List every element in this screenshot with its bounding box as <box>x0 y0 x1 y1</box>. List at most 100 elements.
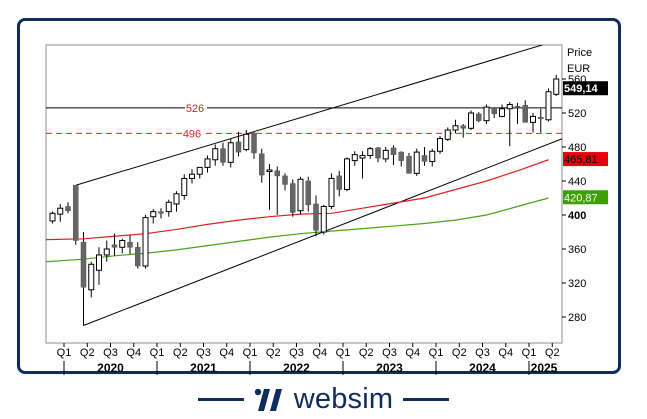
candle <box>204 155 211 173</box>
candle <box>57 203 64 222</box>
candle <box>375 147 381 163</box>
x-quarter-label: Q2 <box>452 347 467 359</box>
candle <box>103 240 110 262</box>
candle <box>165 199 172 217</box>
x-quarter-label: Q2 <box>80 347 95 359</box>
x-quarter-label: Q2 <box>266 347 281 359</box>
candle <box>313 195 319 237</box>
candle <box>413 148 420 176</box>
x-quarter-label: Q3 <box>382 347 397 359</box>
plot-area <box>45 44 563 344</box>
candle <box>227 138 234 168</box>
candle <box>243 130 250 152</box>
value-tag: 549,14 <box>563 81 608 96</box>
candle <box>235 131 242 157</box>
candle <box>468 110 474 130</box>
candle <box>382 147 389 163</box>
x-quarter-label: Q4 <box>405 347 420 359</box>
y-tick-label: 520 <box>568 108 586 120</box>
y-tick-label: 280 <box>568 312 586 324</box>
y-tick-label: 480 <box>568 142 586 154</box>
candle <box>266 164 273 210</box>
candle <box>305 176 311 212</box>
candle <box>398 151 404 167</box>
candle <box>506 101 513 147</box>
candle <box>173 191 180 212</box>
candle <box>189 169 195 184</box>
x-axis: Q1 Q2 Q3 Q4 Q1 Q2 Q3 Q4 Q1 Q2 Q3 Q4 Q1 Q2 Q3 Q4 Q1 Q2 Q3 Q4… <box>57 343 560 375</box>
websim-logo-icon <box>254 388 282 411</box>
candle <box>212 144 219 166</box>
candle <box>452 119 459 134</box>
x-quarter-label: Q3 <box>196 347 211 359</box>
footer-brand: websim <box>0 380 647 419</box>
candle <box>351 151 358 166</box>
x-quarter-label: Q4 <box>312 347 327 359</box>
candle <box>196 166 203 179</box>
level-label: 526 <box>186 103 204 115</box>
x-quarter-label: Q1 <box>150 347 165 359</box>
candle <box>545 88 552 122</box>
x-quarter-label: Q3 <box>475 347 490 359</box>
candle <box>437 135 443 154</box>
footer-rule-left <box>197 398 244 401</box>
x-year-label: 2023 <box>376 361 403 375</box>
brand-name: websim <box>293 383 394 415</box>
candle <box>251 131 257 159</box>
x-year-label: 2024 <box>469 361 496 375</box>
x-quarter-label: Q1 <box>522 347 537 359</box>
x-quarter-label: Q1 <box>429 347 444 359</box>
candle <box>530 113 536 133</box>
candle <box>460 124 466 138</box>
x-quarter-label: Q1 <box>336 347 351 359</box>
x-year-label: 2025 <box>531 361 558 375</box>
value-tags: 549,14 465,81 420,87 <box>563 81 608 205</box>
candle <box>390 145 397 165</box>
candles <box>49 74 560 326</box>
x-quarter-label: Q3 <box>289 347 304 359</box>
footer-rule-right <box>403 398 450 401</box>
trend-lower-line <box>83 138 562 326</box>
x-quarter-label: Q2 <box>173 347 188 359</box>
x-quarter-label: Q1 <box>243 347 258 359</box>
candle <box>499 104 505 118</box>
candle <box>142 215 149 269</box>
candle <box>522 100 528 123</box>
candle <box>220 142 226 166</box>
candle <box>367 147 374 159</box>
svg-text:549,14: 549,14 <box>564 83 599 95</box>
candle <box>158 208 164 219</box>
candle <box>320 204 327 235</box>
y-tick-label: 360 <box>568 244 586 256</box>
candle <box>514 102 521 125</box>
x-quarter-label: Q3 <box>103 347 118 359</box>
candle <box>476 112 482 123</box>
candle <box>344 157 350 192</box>
x-quarter-label: Q4 <box>498 347 513 359</box>
candle <box>49 211 56 224</box>
y-tick-label: 440 <box>568 176 586 188</box>
x-quarter-label: Q4 <box>219 347 234 359</box>
x-quarter-label: Q4 <box>126 347 141 359</box>
trend-upper-line <box>75 45 544 186</box>
x-year-label: 2022 <box>283 361 310 375</box>
x-quarter-label: Q2 <box>359 347 374 359</box>
candle <box>73 185 79 245</box>
candle <box>150 209 157 224</box>
candle <box>127 235 133 255</box>
candle <box>111 233 118 256</box>
candle <box>491 107 497 119</box>
candle <box>429 148 436 167</box>
candle <box>274 166 280 215</box>
value-tag: 465,81 <box>563 152 608 167</box>
y-tick-label: 320 <box>568 278 586 290</box>
candle <box>119 238 126 254</box>
candle <box>282 173 288 191</box>
candle <box>181 174 188 200</box>
candle <box>290 179 296 217</box>
candle <box>135 242 141 269</box>
horizontal-levels: 526 496 <box>46 101 562 140</box>
svg-text:420,87: 420,87 <box>564 192 598 204</box>
candle <box>96 247 102 285</box>
